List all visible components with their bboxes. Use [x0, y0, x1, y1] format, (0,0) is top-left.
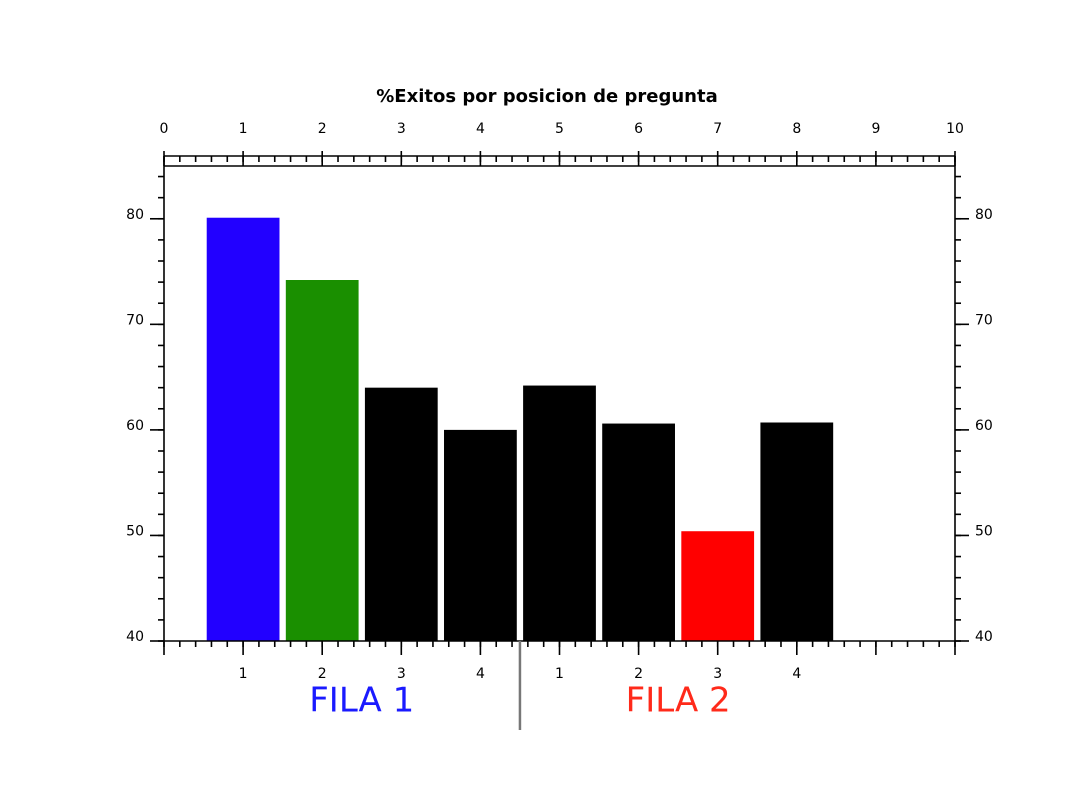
x-tick-label: 1 — [239, 121, 248, 137]
x-tick-label: 3 — [397, 121, 406, 137]
y-tick-label: 70 — [126, 312, 144, 328]
x-tick-label: 6 — [634, 121, 643, 137]
bar — [602, 423, 675, 641]
x-tick-label: 9 — [871, 121, 880, 137]
group-label: FILA 2 — [626, 681, 731, 721]
bar — [364, 387, 438, 641]
y-tick-label: 40 — [975, 629, 993, 645]
y-tick-label: 50 — [126, 523, 144, 539]
bar — [285, 280, 359, 641]
y-tick-label: 40 — [126, 629, 144, 645]
x-category-label: 2 — [634, 666, 643, 682]
x-category-label: 4 — [792, 666, 801, 682]
x-tick-label: 2 — [318, 121, 327, 137]
bar — [523, 385, 596, 641]
x-tick-label: 7 — [713, 121, 722, 137]
y-tick-label: 80 — [126, 207, 144, 223]
x-category-label: 1 — [555, 666, 564, 682]
y-tick-label: 70 — [975, 312, 993, 328]
x-category-label: 3 — [397, 666, 406, 682]
x-tick-label: 4 — [476, 121, 485, 137]
x-category-label: 1 — [239, 666, 248, 682]
bar — [681, 531, 755, 641]
x-tick-label: 5 — [555, 121, 564, 137]
x-category-label: 3 — [713, 666, 722, 682]
y-tick-label: 80 — [975, 207, 993, 223]
group-label: FILA 1 — [309, 681, 414, 721]
bar — [206, 217, 280, 641]
x-tick-label: 10 — [946, 121, 964, 137]
y-tick-label: 50 — [975, 523, 993, 539]
bar — [444, 429, 517, 641]
y-tick-label: 60 — [975, 418, 993, 434]
x-tick-label: 0 — [160, 121, 169, 137]
chart-title: %Exitos por posicion de pregunta — [376, 86, 717, 107]
x-category-label: 4 — [476, 666, 485, 682]
x-category-label: 2 — [318, 666, 327, 682]
x-tick-label: 8 — [792, 121, 801, 137]
y-tick-label: 60 — [126, 418, 144, 434]
bar — [760, 422, 834, 641]
